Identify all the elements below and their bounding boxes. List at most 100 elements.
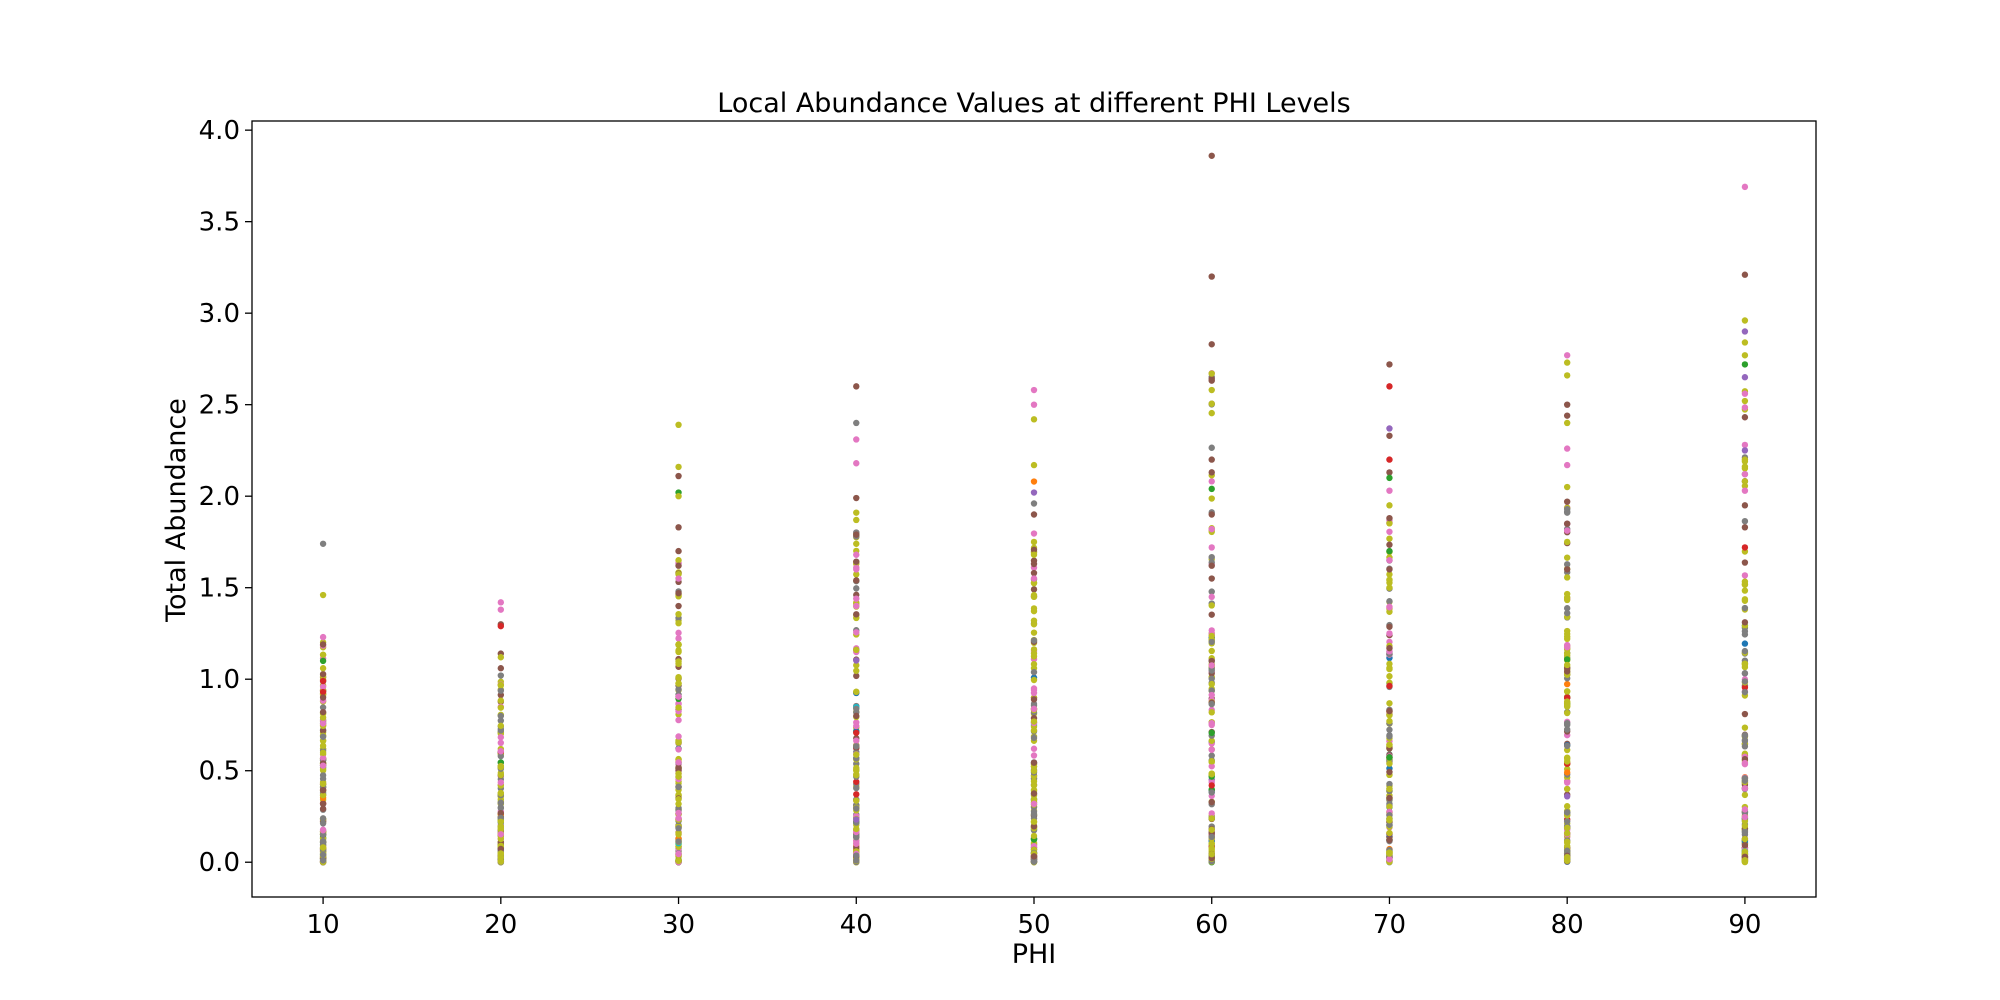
data-point — [1741, 317, 1749, 324]
data-point — [853, 791, 860, 798]
data-point — [853, 566, 860, 573]
data-point — [853, 751, 860, 758]
data-point — [853, 516, 860, 524]
data-point — [1208, 593, 1215, 601]
data-point — [1208, 798, 1215, 806]
data-point — [1741, 447, 1749, 454]
data-point — [1386, 726, 1393, 733]
data-point — [319, 844, 327, 851]
data-point — [1741, 640, 1749, 647]
data-point — [1386, 528, 1393, 535]
data-point — [853, 857, 860, 864]
y-tick-label: 2.5 — [199, 391, 240, 421]
data-point — [1208, 409, 1215, 417]
data-point — [675, 838, 682, 845]
data-point — [1030, 629, 1038, 636]
data-point — [675, 629, 682, 637]
data-point — [1030, 668, 1038, 676]
data-point — [1741, 785, 1749, 792]
data-point — [497, 654, 505, 661]
data-point — [1563, 824, 1571, 832]
data-point — [1208, 667, 1215, 674]
data-point — [1741, 361, 1749, 368]
data-point — [319, 786, 327, 794]
data-point — [497, 704, 505, 711]
data-point — [1563, 818, 1571, 825]
y-tick-label: 1.0 — [199, 665, 240, 695]
data-point — [1741, 478, 1749, 485]
data-point — [1208, 611, 1215, 618]
data-point — [1563, 742, 1571, 750]
data-point — [497, 665, 505, 672]
data-point — [319, 815, 327, 822]
data-point — [1386, 432, 1393, 439]
data-point — [1563, 520, 1571, 527]
data-point — [497, 727, 505, 734]
data-point — [1030, 560, 1038, 568]
data-point — [853, 667, 860, 674]
data-point — [1741, 670, 1749, 677]
data-point — [497, 687, 505, 694]
data-point — [1563, 661, 1571, 669]
data-point — [853, 688, 860, 696]
x-tick-label: 80 — [1551, 910, 1584, 940]
data-point — [1208, 485, 1215, 493]
data-point — [1030, 759, 1038, 766]
data-point — [853, 662, 860, 669]
data-point — [1563, 688, 1571, 695]
data-point — [1386, 836, 1393, 844]
data-point — [1030, 767, 1038, 775]
data-point — [853, 585, 860, 592]
data-point — [1741, 597, 1749, 604]
data-point — [1030, 551, 1038, 558]
data-point — [675, 610, 682, 618]
data-point — [1386, 383, 1393, 390]
data-point — [1563, 561, 1571, 568]
data-point — [1563, 803, 1571, 810]
data-point — [1030, 637, 1038, 644]
data-point — [1208, 844, 1215, 852]
plot-area-frame — [251, 120, 1817, 898]
data-point — [1208, 511, 1215, 518]
data-point — [853, 551, 860, 558]
data-point — [1741, 647, 1749, 655]
data-point — [497, 606, 505, 613]
data-point — [1741, 328, 1749, 335]
data-point — [675, 492, 682, 500]
data-point — [1563, 769, 1571, 776]
data-point — [319, 657, 327, 665]
data-point — [1741, 759, 1749, 767]
data-point — [1563, 412, 1571, 419]
data-point — [1741, 822, 1749, 830]
data-point — [319, 670, 327, 678]
data-point — [1563, 498, 1571, 505]
data-point — [853, 531, 860, 538]
data-point — [675, 575, 682, 582]
data-point — [1386, 829, 1393, 837]
data-point — [1386, 604, 1393, 611]
data-point — [1563, 554, 1571, 561]
data-point — [853, 419, 860, 427]
data-point — [1741, 544, 1749, 551]
data-point — [1208, 469, 1215, 476]
x-tick-label: 30 — [662, 910, 695, 940]
data-point — [853, 383, 860, 390]
data-point — [1741, 463, 1749, 470]
data-point — [1563, 656, 1571, 663]
data-point — [497, 779, 505, 786]
data-point — [853, 602, 860, 610]
data-point — [1563, 758, 1571, 765]
data-point — [1208, 562, 1215, 569]
data-point — [1208, 478, 1215, 485]
data-point — [1741, 517, 1749, 525]
data-point — [319, 827, 327, 834]
data-point — [675, 857, 682, 865]
data-point — [1741, 688, 1749, 696]
data-point — [675, 620, 682, 627]
y-tick-label: 2.0 — [199, 482, 240, 512]
data-point — [1563, 857, 1571, 864]
data-point — [1208, 341, 1215, 348]
data-point — [1208, 782, 1215, 789]
data-point — [1386, 630, 1393, 637]
data-point — [1208, 746, 1215, 753]
